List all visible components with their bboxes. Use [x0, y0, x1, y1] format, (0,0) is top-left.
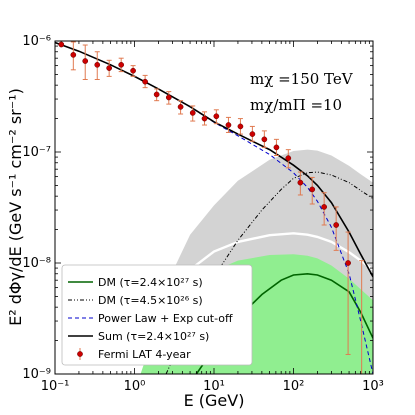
x-tick-label: 10⁰	[124, 379, 146, 394]
x-tick-label: 10¹	[203, 379, 225, 394]
data-point	[189, 110, 196, 116]
y-tick-label: 10⁻⁶	[22, 34, 51, 49]
x-tick-label: 10²	[283, 379, 305, 394]
legend-frame	[61, 264, 253, 366]
y-tick-label: 10⁻⁹	[22, 367, 51, 382]
tick-labels: 10⁻¹ 10⁰ 10¹ 10² 10³ 10⁻⁹ 10⁻⁸ 10⁻⁷ 10⁻⁶	[22, 34, 384, 394]
data-point	[177, 104, 184, 110]
data-point	[345, 260, 351, 266]
annotation-ratio: mχ/mΠ =10	[250, 96, 342, 114]
data-point	[261, 136, 268, 143]
data-point	[201, 115, 208, 122]
axis-ticks	[54, 41, 373, 375]
data-point	[165, 94, 172, 101]
legend-key-fermi-point	[77, 351, 83, 357]
data-point	[309, 186, 316, 193]
data-point	[94, 61, 101, 68]
data-point	[153, 91, 160, 98]
data-point	[297, 179, 304, 186]
annotation-mass: mχ =150 TeV	[250, 70, 354, 88]
data-point	[142, 78, 148, 85]
y-axis-label: E² dΦγ/dE (GeV s⁻¹ cm⁻² sr⁻¹)	[6, 88, 25, 326]
x-axis-label: E (GeV)	[184, 391, 245, 410]
data-point	[213, 113, 220, 120]
y-tick-label: 10⁻⁷	[22, 145, 51, 160]
data-point	[130, 67, 136, 74]
data-point	[249, 131, 256, 137]
x-tick-label: 10⁻¹	[41, 379, 70, 394]
x-tick-label: 10³	[362, 379, 384, 394]
data-point	[58, 41, 65, 48]
sum-line	[55, 41, 373, 278]
legend-label-fermi: Fermi LAT 4-year	[98, 348, 191, 361]
data-point	[82, 58, 89, 64]
data-point	[237, 123, 244, 130]
legend-label-dm-2: DM (τ=4.5×10²⁶ s)	[98, 294, 203, 307]
data-point	[333, 222, 340, 228]
data-point	[70, 52, 77, 58]
data-point	[106, 65, 113, 71]
legend-label-dm-1: DM (τ=2.4×10²⁷ s)	[98, 276, 203, 289]
data-point	[285, 155, 292, 162]
legend: DM (τ=2.4×10²⁷ s) DM (τ=4.5×10²⁶ s) Powe…	[61, 264, 253, 366]
y-tick-label: 10⁻⁸	[22, 256, 51, 271]
legend-label-sum: Sum (τ=2.4×10²⁷ s)	[98, 330, 209, 343]
data-point	[321, 204, 328, 210]
data-point	[118, 61, 125, 68]
data-point	[225, 122, 232, 128]
data-point	[273, 144, 280, 151]
legend-label-power-law: Power Law + Exp cut-off	[98, 312, 233, 325]
